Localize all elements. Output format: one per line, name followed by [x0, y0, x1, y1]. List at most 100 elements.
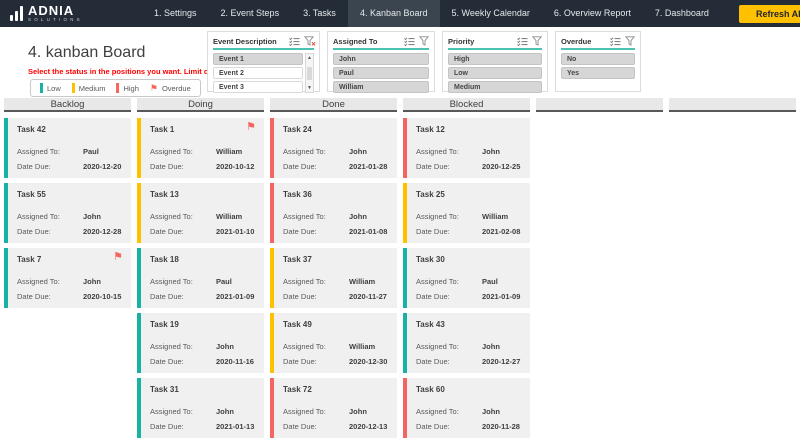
assigned-to-row: Assigned To: John [283, 212, 391, 221]
kanban-column-doing: Doing ⚑ Task 1 Assigned To: William Date… [137, 98, 264, 438]
column-cards: ⚑ Task 1 Assigned To: William Date Due: … [137, 118, 264, 438]
column-cards: Task 24 Assigned To: John Date Due: 2021… [270, 118, 397, 438]
task-card[interactable]: ⚑ Task 7 Assigned To: John Date Due: 202… [4, 248, 131, 308]
date-due-row: Date Due: 2021-01-08 [283, 227, 391, 236]
date-due-value: 2020-12-27 [482, 357, 521, 366]
funnel-icon [532, 36, 542, 46]
task-card[interactable]: Task 18 Assigned To: Paul Date Due: 2021… [137, 248, 264, 308]
task-card[interactable]: Task 13 Assigned To: William Date Due: 2… [137, 183, 264, 243]
slicer-item-low[interactable]: Low [448, 67, 542, 79]
date-due-label: Date Due: [150, 292, 184, 301]
task-card[interactable]: ⚑ Task 1 Assigned To: William Date Due: … [137, 118, 264, 178]
scroll-down-icon[interactable]: ▼ [307, 85, 312, 91]
slicer-item-event-2[interactable]: Event 2 [213, 67, 303, 79]
assigned-to-row: Assigned To: William [150, 147, 258, 156]
slicer-item-william[interactable]: William [333, 81, 429, 93]
date-due-label: Date Due: [283, 227, 317, 236]
date-due-row: Date Due: 2021-01-09 [416, 292, 524, 301]
funnel-icon [625, 36, 635, 46]
assigned-to-label: Assigned To: [150, 147, 193, 156]
multiselect-icon[interactable] [517, 37, 528, 46]
task-card[interactable]: Task 43 Assigned To: John Date Due: 2020… [403, 313, 530, 373]
date-due-label: Date Due: [283, 357, 317, 366]
clear-filter-icon[interactable] [532, 36, 542, 46]
slicer-header: Assigned To [333, 36, 429, 50]
slicer-item-yes[interactable]: Yes [561, 67, 635, 79]
task-card[interactable]: Task 30 Assigned To: Paul Date Due: 2021… [403, 248, 530, 308]
task-card[interactable]: Task 55 Assigned To: John Date Due: 2020… [4, 183, 131, 243]
date-due-row: Date Due: 2021-01-09 [150, 292, 258, 301]
clear-filter-icon[interactable]: ✕ [304, 36, 316, 48]
assigned-to-label: Assigned To: [283, 407, 326, 416]
task-card[interactable]: Task 60 Assigned To: John Date Due: 2020… [403, 378, 530, 438]
task-card[interactable]: Task 12 Assigned To: John Date Due: 2020… [403, 118, 530, 178]
slicer-item-medium[interactable]: Medium [448, 81, 542, 93]
date-due-row: Date Due: 2021-01-10 [150, 227, 258, 236]
tab-overview-report[interactable]: 6. Overview Report [553, 8, 631, 18]
assigned-to-label: Assigned To: [17, 277, 60, 286]
slicer-item-john[interactable]: John [333, 53, 429, 65]
task-card[interactable]: Task 25 Assigned To: William Date Due: 2… [403, 183, 530, 243]
date-due-label: Date Due: [150, 357, 184, 366]
date-due-value: 2020-11-16 [216, 357, 254, 366]
task-card[interactable]: Task 36 Assigned To: John Date Due: 2021… [270, 183, 397, 243]
date-due-row: Date Due: 2020-12-20 [17, 162, 125, 171]
task-card[interactable]: Task 72 Assigned To: John Date Due: 2020… [270, 378, 397, 438]
date-due-label: Date Due: [416, 357, 450, 366]
task-card[interactable]: Task 49 Assigned To: William Date Due: 2… [270, 313, 397, 373]
scroll-thumb[interactable] [307, 66, 312, 80]
task-title: Task 43 [416, 320, 445, 329]
date-due-row: Date Due: 2020-11-28 [416, 422, 524, 431]
date-due-label: Date Due: [17, 162, 51, 171]
refresh-all-button[interactable]: Refresh All [738, 4, 800, 23]
slicer-items: John Paul William [333, 53, 429, 93]
slicer-item-high[interactable]: High [448, 53, 542, 65]
tab-weekly-calendar[interactable]: 5. Weekly Calendar [451, 8, 530, 18]
task-card[interactable]: Task 42 Assigned To: Paul Date Due: 2020… [4, 118, 131, 178]
multiselect-icon[interactable] [289, 37, 300, 46]
date-due-row: Date Due: 2020-12-30 [283, 357, 391, 366]
tab-kanban-board[interactable]: 4. Kanban Board [347, 0, 440, 27]
kanban-board: Backlog Task 42 Assigned To: Paul Date D… [4, 98, 796, 438]
tab-dashboard[interactable]: 7. Dashboard [654, 8, 709, 18]
kanban-column [669, 98, 796, 438]
tab-settings[interactable]: 1. Settings [154, 8, 197, 18]
clear-filter-icon[interactable] [419, 36, 429, 46]
date-due-value: 2021-01-10 [216, 227, 255, 236]
slicer-item-paul[interactable]: Paul [333, 67, 429, 79]
tab-event-steps[interactable]: 2. Event Steps [220, 8, 280, 18]
task-card[interactable]: Task 31 Assigned To: John Date Due: 2021… [137, 378, 264, 438]
multiselect-icon[interactable] [610, 37, 621, 46]
date-due-row: Date Due: 2020-10-15 [17, 292, 125, 301]
date-due-label: Date Due: [17, 292, 51, 301]
assigned-to-label: Assigned To: [416, 212, 459, 221]
date-due-label: Date Due: [17, 227, 51, 236]
assigned-to-value: John [349, 147, 367, 156]
slicer-item-event-3[interactable]: Event 3 [213, 81, 303, 93]
date-due-label: Date Due: [416, 227, 450, 236]
task-title: Task 72 [283, 385, 312, 394]
scroll-up-icon[interactable]: ▲ [307, 55, 312, 61]
assigned-to-row: Assigned To: William [150, 212, 258, 221]
date-due-value: 2020-12-13 [349, 422, 388, 431]
task-card[interactable]: Task 24 Assigned To: John Date Due: 2021… [270, 118, 397, 178]
slicer-scrollbar[interactable]: ▲ ▼ [305, 53, 314, 93]
assigned-to-label: Assigned To: [416, 342, 459, 351]
task-card[interactable]: Task 19 Assigned To: John Date Due: 2020… [137, 313, 264, 373]
assigned-to-row: Assigned To: John [17, 212, 125, 221]
clear-filter-icon[interactable] [625, 36, 635, 46]
multiselect-icon[interactable] [404, 37, 415, 46]
tab-tasks[interactable]: 3. Tasks [303, 8, 336, 18]
legend-swatch [71, 83, 75, 93]
slicer-item-no[interactable]: No [561, 53, 635, 65]
task-title: Task 25 [416, 190, 445, 199]
date-due-value: 2021-01-13 [216, 422, 255, 431]
slicer-item-event-1[interactable]: Event 1 [213, 53, 303, 65]
legend-label: Low [47, 83, 61, 93]
assigned-to-label: Assigned To: [283, 212, 326, 221]
slicer-header: Priority [448, 36, 542, 50]
slicer-header: Event Description ✕ [213, 36, 316, 50]
assigned-to-label: Assigned To: [150, 277, 193, 286]
assigned-to-row: Assigned To: John [416, 342, 524, 351]
task-card[interactable]: Task 37 Assigned To: William Date Due: 2… [270, 248, 397, 308]
